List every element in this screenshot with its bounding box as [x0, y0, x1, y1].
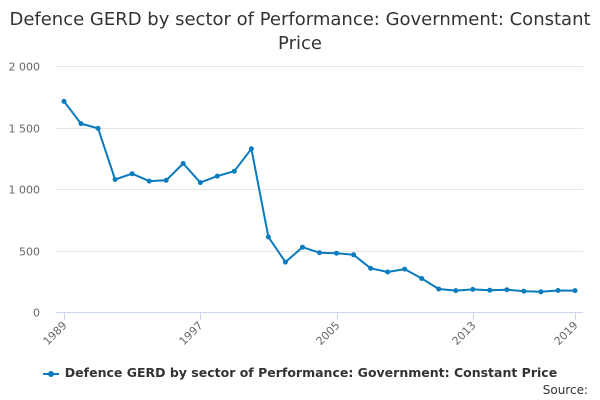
data-point[interactable]	[282, 259, 288, 265]
data-point[interactable]	[214, 173, 220, 179]
data-point[interactable]	[95, 125, 101, 131]
y-tick-label: 500	[19, 246, 40, 259]
data-point[interactable]	[265, 234, 271, 240]
data-point[interactable]	[146, 178, 152, 184]
series-layer	[61, 98, 578, 295]
data-point[interactable]	[317, 250, 322, 256]
legend-series-label: Defence GERD by sector of Performance: G…	[64, 365, 558, 380]
y-tick-label: 0	[33, 307, 40, 320]
x-tick-label: 1989	[41, 319, 70, 348]
data-point[interactable]	[453, 288, 459, 294]
data-point[interactable]	[112, 177, 118, 182]
y-tick-label: 1 500	[9, 123, 41, 136]
data-point[interactable]	[572, 288, 578, 294]
data-point[interactable]	[78, 121, 84, 127]
data-point[interactable]	[521, 288, 527, 294]
data-point[interactable]	[129, 171, 135, 177]
data-point[interactable]	[180, 161, 186, 166]
data-point[interactable]	[402, 266, 408, 272]
data-point[interactable]	[487, 287, 493, 293]
data-point[interactable]	[351, 252, 357, 258]
legend[interactable]: Defence GERD by sector of Performance: G…	[0, 365, 600, 380]
data-point[interactable]	[334, 250, 339, 256]
data-point[interactable]	[163, 177, 169, 183]
data-point[interactable]	[61, 98, 67, 104]
source-credit[interactable]: Source:	[542, 383, 588, 397]
gridlines	[56, 66, 583, 252]
x-tick-label: 2013	[450, 319, 479, 348]
data-point[interactable]	[368, 265, 374, 271]
data-point[interactable]	[504, 287, 510, 293]
chart-title: Defence GERD by sector of Performance: G…	[9, 9, 591, 54]
y-tick-label: 1 000	[9, 184, 41, 197]
data-point[interactable]	[385, 269, 391, 275]
axes: 0 500 1 000 1 500 2 000 1989 1997 2005 2013 2019	[9, 61, 583, 348]
data-point[interactable]	[538, 289, 544, 295]
data-point[interactable]	[197, 180, 203, 186]
x-tick-label: 2019	[552, 319, 581, 348]
data-point[interactable]	[300, 244, 305, 250]
legend-dot	[47, 370, 54, 377]
x-tick-label: 2005	[314, 319, 343, 348]
data-point[interactable]	[436, 286, 442, 292]
data-point[interactable]	[555, 288, 561, 293]
legend-series-symbol	[42, 369, 59, 379]
series-line	[63, 100, 576, 293]
data-point[interactable]	[419, 276, 425, 281]
data-point[interactable]	[248, 146, 254, 152]
x-tick-label: 1997	[177, 319, 206, 348]
y-tick-label: 2 000	[9, 61, 41, 74]
data-point[interactable]	[470, 286, 476, 292]
data-point[interactable]	[231, 168, 237, 174]
